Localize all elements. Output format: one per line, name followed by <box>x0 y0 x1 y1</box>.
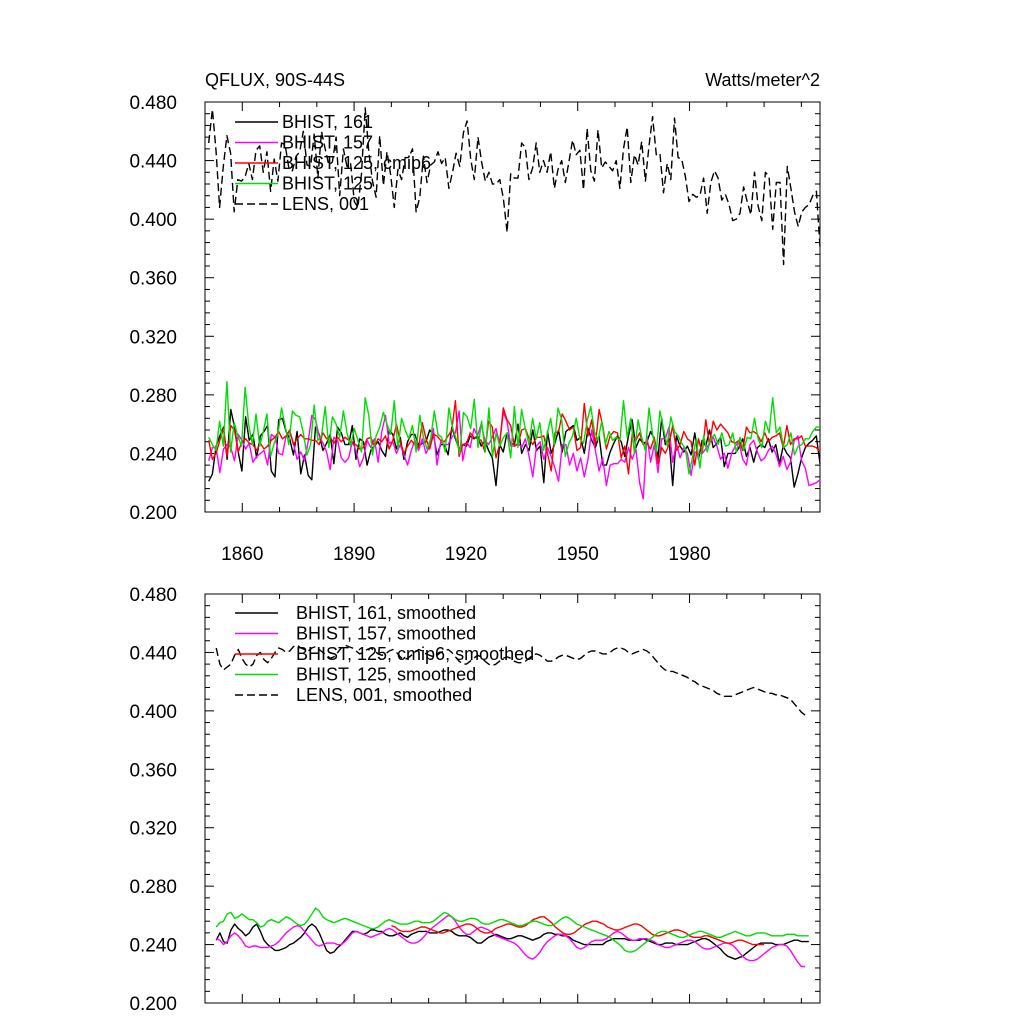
x-tick-label: 1950 <box>557 544 599 565</box>
legend-label: BHIST, 125, cmip6, smoothed <box>296 644 534 664</box>
y-tick-label: 0.400 <box>129 702 177 723</box>
y-tick-label: 0.360 <box>129 760 177 781</box>
series-line <box>208 410 821 500</box>
series-line <box>208 107 821 266</box>
y-tick-label: 0.240 <box>129 444 177 465</box>
series-line <box>391 916 765 946</box>
legend-label: BHIST, 161 <box>282 112 373 132</box>
y-tick-label: 0.440 <box>129 643 177 664</box>
legend-label: BHIST, 125 <box>282 174 373 194</box>
series-line <box>215 907 809 953</box>
legend-label: BHIST, 125, cmip6 <box>282 153 431 173</box>
x-tick-label: 1980 <box>668 544 710 565</box>
y-tick-label: 0.480 <box>129 585 177 606</box>
series-line <box>215 914 806 968</box>
plot-frame <box>204 101 821 513</box>
y-tick-label: 0.200 <box>129 994 177 1015</box>
y-tick-label: 0.480 <box>129 93 177 114</box>
legend-label: LENS, 001, smoothed <box>296 685 472 705</box>
y-tick-label: 0.320 <box>129 327 177 348</box>
series-line <box>215 923 809 960</box>
top-panel-units: Watts/meter^2 <box>705 70 820 90</box>
legend-label: LENS, 001 <box>282 194 369 214</box>
top-panel: QFLUX, 90S-44S Watts/meter^2 0.200 0.240 0… <box>129 70 821 565</box>
legend-label: BHIST, 161, smoothed <box>296 603 476 623</box>
x-tick-label: 1860 <box>221 544 263 565</box>
y-tick-label: 0.400 <box>129 210 177 231</box>
y-tick-label: 0.200 <box>129 503 177 524</box>
y-tick-label: 0.280 <box>129 386 177 407</box>
y-tick-label: 0.320 <box>129 819 177 840</box>
y-tick-label: 0.240 <box>129 936 177 957</box>
series-line <box>215 644 809 716</box>
legend-label: BHIST, 157 <box>282 133 373 153</box>
top-panel-title: QFLUX, 90S-44S <box>205 70 345 90</box>
legend-label: BHIST, 125, smoothed <box>296 665 476 685</box>
x-tick-label: 1920 <box>445 544 487 565</box>
y-tick-label: 0.440 <box>129 152 177 173</box>
plot-frame <box>204 593 821 1004</box>
x-tick-label: 1890 <box>333 544 375 565</box>
legend-label: BHIST, 157, smoothed <box>296 624 476 644</box>
y-tick-label: 0.280 <box>129 877 177 898</box>
series-line <box>208 381 820 475</box>
y-tick-label: 0.360 <box>129 269 177 290</box>
bottom-panel: 0.200 0.240 0.280 0.320 0.360 0.400 0.440 0.480… <box>129 585 821 1015</box>
